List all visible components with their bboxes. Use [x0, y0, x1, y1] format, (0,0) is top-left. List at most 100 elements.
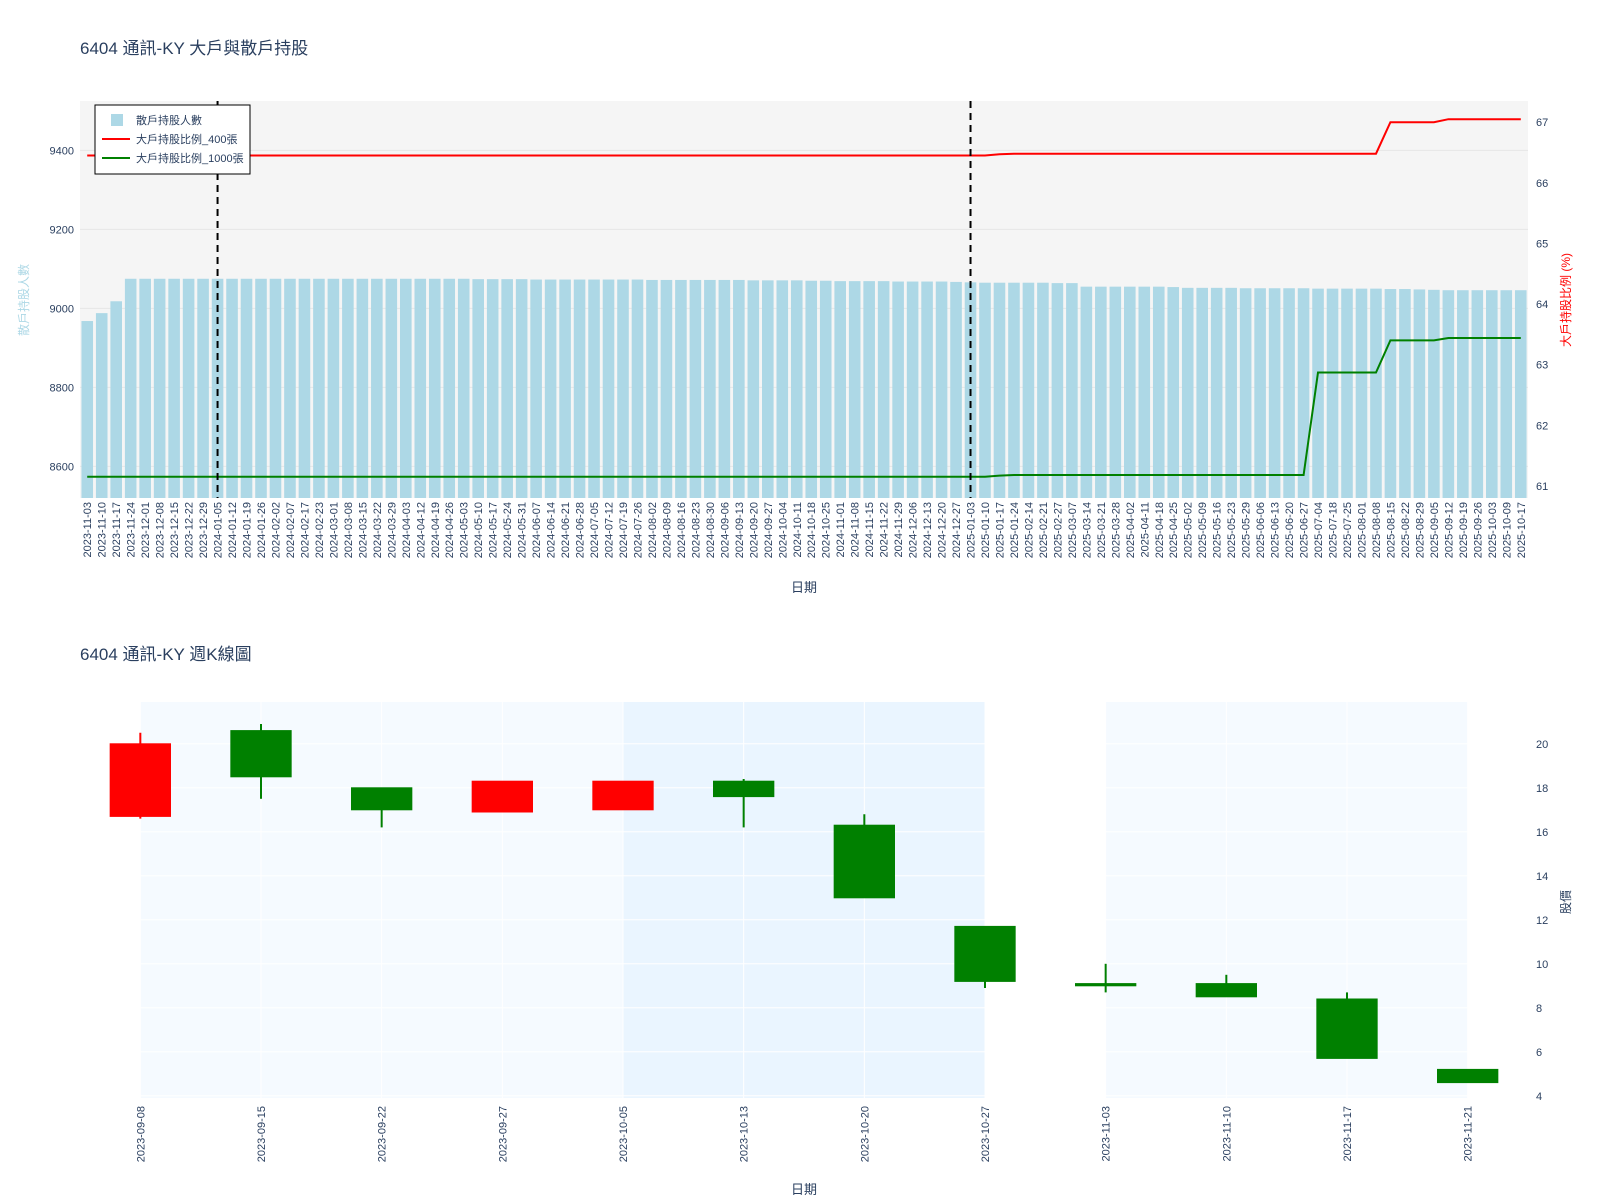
- legend-swatch-bars: [111, 114, 123, 126]
- candle-body: [833, 824, 896, 899]
- x-tick-label: 2024-08-09: [661, 502, 673, 558]
- x-tick-label: 2023-12-29: [198, 502, 210, 558]
- retail-holders-bar: [704, 279, 716, 498]
- left-tick-label: 9200: [50, 224, 74, 236]
- bottom-axes: 4 6 8 10 12 14 16 18 20 2023-09-08 2023-09-15 2023-…: [135, 739, 1548, 1162]
- x-tick-label: 2025-03-28: [1110, 502, 1122, 558]
- top-chart-title: 6404 通訊-KY 大戶與散戶持股: [80, 39, 309, 58]
- retail-holders-bar: [1268, 288, 1281, 498]
- right-tick-label: 67: [1536, 117, 1548, 129]
- legend-label-bars: 散戶持股人數: [136, 113, 202, 127]
- retail-holders-bar: [863, 281, 875, 498]
- retail-holders-bar: [1442, 290, 1455, 498]
- candle-body: [592, 780, 654, 811]
- retail-holders-bar: [877, 281, 890, 498]
- retail-holders-bar: [515, 279, 528, 498]
- x-tick-label: 2025-05-29: [1241, 502, 1253, 558]
- x-tick-label: 2024-05-17: [488, 502, 500, 558]
- right-tick-label: 62: [1536, 420, 1548, 432]
- x-tick-label: 2025-10-17: [1516, 502, 1528, 558]
- x-tick-label: 2023-11-24: [126, 502, 138, 557]
- x-tick-label: 2025-10-09: [1501, 502, 1513, 558]
- x-tick-label: 2024-03-22: [372, 502, 384, 558]
- bottom-x-tick-label: 2023-10-05: [618, 1106, 630, 1162]
- top-x-axis-title: 日期: [791, 580, 817, 595]
- legend-label-1000: 大戶持股比例_1000張: [136, 151, 244, 165]
- bottom-x-tick-label: 2023-11-21: [1463, 1106, 1475, 1161]
- candle-body: [471, 780, 533, 813]
- bottom-x-tick-label: 2023-10-20: [859, 1106, 871, 1162]
- retail-holders-bar: [1500, 290, 1513, 498]
- x-tick-label: 2024-04-03: [401, 502, 413, 558]
- retail-holders-bar: [660, 279, 673, 498]
- x-tick-label: 2024-12-27: [951, 502, 963, 558]
- x-tick-label: 2024-09-27: [763, 502, 775, 558]
- retail-holders-bar: [617, 279, 629, 498]
- bottom-x-tick-label: 2023-10-13: [739, 1106, 751, 1162]
- retail-holders-bar: [385, 278, 398, 498]
- x-tick-label: 2024-12-20: [937, 502, 949, 558]
- retail-holders-bar: [1022, 282, 1035, 498]
- retail-holders-bar: [313, 278, 325, 498]
- retail-holders-bar: [588, 279, 600, 498]
- x-tick-label: 2023-11-17: [111, 502, 123, 557]
- candle-body: [230, 730, 292, 778]
- x-tick-label: 2024-11-01: [835, 502, 847, 557]
- retail-holders-bar: [559, 279, 571, 498]
- shaded-period: [623, 702, 985, 1098]
- x-tick-label: 2024-01-12: [227, 502, 239, 558]
- retail-holders-bar: [979, 282, 991, 498]
- x-tick-label: 2024-05-31: [517, 502, 529, 558]
- x-tick-label: 2025-07-04: [1313, 502, 1325, 558]
- x-tick-label: 2025-08-22: [1400, 502, 1412, 558]
- retail-holders-bar: [805, 280, 818, 498]
- retail-holders-bar: [1225, 287, 1237, 498]
- x-tick-label: 2023-12-22: [184, 502, 196, 558]
- retail-holders-bar: [906, 281, 919, 498]
- retail-holders-bar: [182, 278, 195, 498]
- x-tick-label: 2025-08-15: [1385, 502, 1397, 558]
- x-tick-label: 2025-01-10: [980, 502, 992, 558]
- retail-holders-bar: [1008, 282, 1020, 498]
- retail-holders-bar: [240, 278, 253, 498]
- retail-holders-bar: [675, 279, 687, 498]
- x-tick-label: 2024-02-23: [314, 502, 326, 558]
- top-legend[interactable]: 散戶持股人數 大戶持股比例_400張 大戶持股比例_1000張: [94, 104, 251, 175]
- retail-holders-bar: [1095, 286, 1107, 498]
- right-tick-label: 64: [1536, 299, 1548, 311]
- candle-body: [1075, 983, 1137, 987]
- retail-holders-bar: [631, 279, 644, 498]
- x-tick-label: 2024-01-19: [242, 502, 254, 558]
- retail-holders-bar: [1384, 289, 1397, 498]
- x-tick-label: 2024-08-02: [647, 502, 659, 558]
- right-tick-label: 66: [1536, 178, 1548, 190]
- bottom-gridlines: [80, 702, 1528, 1098]
- retail-holders-bar: [211, 278, 224, 498]
- bottom-shaded-periods: [140, 702, 1468, 1098]
- retail-holders-bar: [1167, 287, 1180, 498]
- x-tick-label: 2024-06-14: [546, 502, 558, 558]
- bottom-x-tick-label: 2023-11-03: [1101, 1106, 1113, 1161]
- bottom-y-tick-label: 14: [1536, 871, 1548, 883]
- x-tick-label: 2025-08-29: [1414, 502, 1426, 558]
- x-tick-label: 2024-06-21: [560, 502, 572, 558]
- x-tick-label: 2025-05-16: [1212, 502, 1224, 558]
- candle-body: [1437, 1068, 1499, 1084]
- retail-holders-bar: [1181, 287, 1194, 498]
- x-tick-label: 2025-06-06: [1255, 502, 1267, 558]
- x-tick-label: 2025-07-25: [1342, 502, 1354, 558]
- retail-holders-bar: [1239, 288, 1252, 498]
- retail-holders-bar: [414, 278, 427, 498]
- x-tick-label: 2025-03-21: [1096, 502, 1108, 558]
- legend-label-400: 大戶持股比例_400張: [136, 132, 237, 146]
- x-tick-label: 2024-05-10: [473, 502, 485, 558]
- retail-holders-bar: [1138, 286, 1151, 498]
- retail-holders-bar: [124, 278, 137, 498]
- retail-holders-bar: [457, 278, 470, 498]
- retail-holders-bar: [1196, 287, 1208, 498]
- x-tick-label: 2024-10-18: [806, 502, 818, 558]
- x-tick-label: 2024-03-29: [386, 502, 398, 558]
- retail-holders-bar: [1037, 282, 1049, 498]
- x-tick-label: 2025-09-26: [1472, 502, 1484, 558]
